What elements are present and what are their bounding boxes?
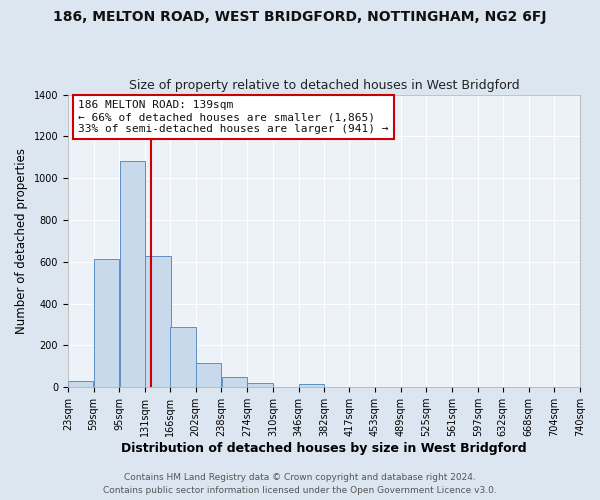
Text: Contains HM Land Registry data © Crown copyright and database right 2024.
Contai: Contains HM Land Registry data © Crown c… (103, 474, 497, 495)
Bar (170, 327, 196, 387)
Bar (119, 162, 145, 387)
X-axis label: Distribution of detached houses by size in West Bridgford: Distribution of detached houses by size … (121, 442, 527, 455)
Bar (94, 258, 119, 387)
Bar (299, 384, 324, 387)
Bar (196, 362, 221, 387)
Bar (221, 378, 247, 387)
Title: Size of property relative to detached houses in West Bridgford: Size of property relative to detached ho… (128, 79, 519, 92)
Bar (145, 256, 170, 387)
Y-axis label: Number of detached properties: Number of detached properties (15, 148, 28, 334)
Bar (247, 383, 273, 387)
Text: 186, MELTON ROAD, WEST BRIDGFORD, NOTTINGHAM, NG2 6FJ: 186, MELTON ROAD, WEST BRIDGFORD, NOTTIN… (53, 10, 547, 24)
Bar (68, 381, 94, 387)
Text: 186 MELTON ROAD: 139sqm
← 66% of detached houses are smaller (1,865)
33% of semi: 186 MELTON ROAD: 139sqm ← 66% of detache… (78, 100, 389, 134)
